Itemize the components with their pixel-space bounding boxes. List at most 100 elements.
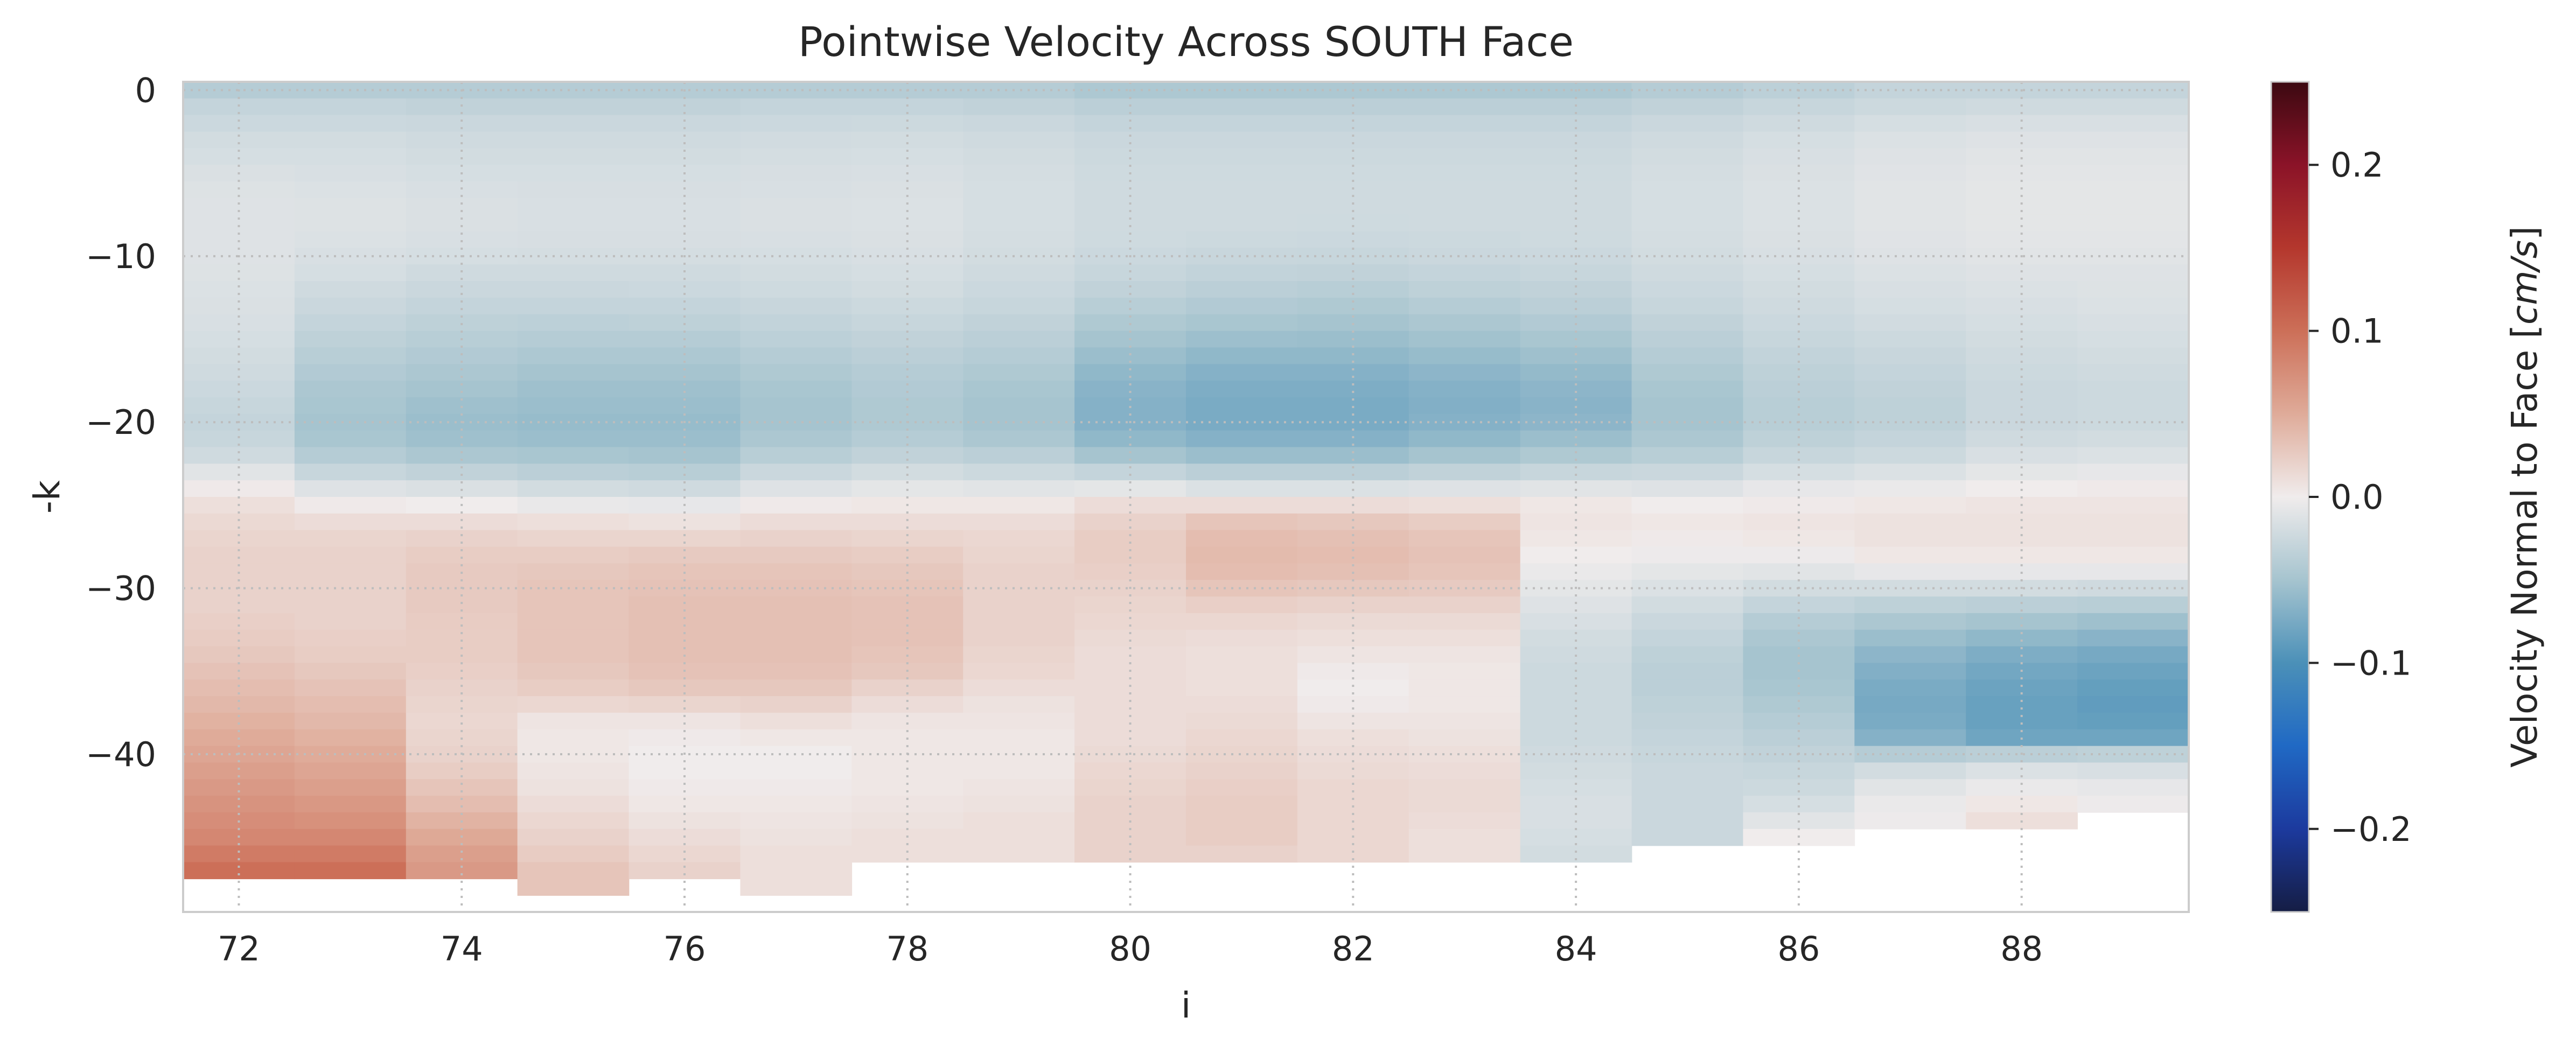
heatmap-cell	[1408, 397, 1521, 415]
heatmap-cell	[1631, 480, 1744, 497]
heatmap-cell	[1408, 513, 1521, 531]
heatmap-cell	[1186, 131, 1298, 149]
heatmap-cell	[963, 513, 1075, 531]
heatmap-cell	[1408, 546, 1521, 564]
heatmap-cell	[963, 430, 1075, 448]
heatmap-cell	[740, 729, 853, 747]
heatmap-cell	[294, 148, 407, 165]
grid-lines	[183, 82, 2189, 912]
heatmap-cell	[963, 214, 1075, 232]
heatmap-cell	[963, 646, 1075, 664]
heatmap-cell	[1408, 381, 1521, 398]
heatmap-cell	[517, 248, 630, 265]
heatmap-cell	[1743, 696, 1855, 713]
heatmap-cell	[1966, 613, 2078, 630]
heatmap-cell	[1186, 364, 1298, 381]
heatmap-cell	[2077, 181, 2189, 199]
heatmap-cell	[740, 497, 853, 514]
heatmap-cell	[1631, 812, 1744, 830]
heatmap-cell	[740, 347, 853, 365]
heatmap-cell	[1854, 596, 1967, 614]
heatmap-cell	[740, 679, 853, 697]
heatmap-cell	[1408, 297, 1521, 315]
heatmap-cell	[1631, 829, 1744, 846]
heatmap-cell	[963, 779, 1075, 796]
heatmap-cell	[406, 447, 518, 465]
heatmap-cell	[294, 447, 407, 465]
heatmap-cell	[851, 115, 964, 132]
heatmap-cell	[1408, 796, 1521, 813]
heatmap-cell	[1297, 214, 1409, 232]
heatmap-cell	[294, 812, 407, 830]
heatmap-cell	[1408, 563, 1521, 580]
heatmap-cell	[1520, 131, 1632, 149]
heatmap-cell	[517, 181, 630, 199]
heatmap-cell	[294, 646, 407, 664]
heatmap-cell	[294, 231, 407, 249]
heatmap-cell	[1408, 646, 1521, 664]
heatmap-cell	[740, 447, 853, 465]
heatmap-cell	[2077, 530, 2189, 547]
heatmap-cell	[1854, 796, 1967, 813]
heatmap-cell	[1631, 214, 1744, 232]
heatmap-cell	[1297, 381, 1409, 398]
heatmap-cell	[1854, 613, 1967, 630]
heatmap-cell	[1631, 115, 1744, 132]
heatmap-cell	[2077, 613, 2189, 630]
heatmap-cell	[183, 447, 295, 465]
heatmap-cell	[851, 381, 964, 398]
heatmap-cell	[294, 397, 407, 415]
heatmap-cell	[1186, 314, 1298, 332]
heatmap-cell	[963, 497, 1075, 514]
heatmap-cell	[1631, 696, 1744, 713]
heatmap-cell	[406, 696, 518, 713]
heatmap-cell	[629, 198, 741, 215]
heatmap-cell	[517, 762, 630, 780]
heatmap-cell	[1186, 497, 1298, 514]
heatmap-cell	[963, 82, 1075, 99]
heatmap-cell	[294, 629, 407, 647]
x-tick-label: 80	[1109, 929, 1151, 968]
heatmap-cell	[517, 845, 630, 863]
heatmap-cell	[2077, 712, 2189, 730]
heatmap-cell	[963, 297, 1075, 315]
heatmap-cell	[406, 198, 518, 215]
heatmap-cell	[294, 596, 407, 614]
heatmap-cell	[1297, 696, 1409, 713]
heatmap-cell	[1743, 115, 1855, 132]
heatmap-cell	[963, 829, 1075, 846]
chart-title: Pointwise Velocity Across SOUTH Face	[798, 18, 1574, 66]
heatmap-cell	[1186, 98, 1298, 116]
heatmap-cell	[740, 513, 853, 531]
heatmap-cell	[1074, 214, 1186, 232]
heatmap-cell	[294, 198, 407, 215]
heatmap-cell	[1520, 198, 1632, 215]
heatmap-cell	[517, 281, 630, 298]
heatmap-cell	[2077, 430, 2189, 448]
heatmap-cell	[1186, 165, 1298, 182]
heatmap-cell	[2077, 264, 2189, 282]
heatmap-cell	[1186, 629, 1298, 647]
heatmap-cell	[1631, 430, 1744, 448]
heatmap-cell	[1408, 729, 1521, 747]
heatmap-cell	[740, 845, 853, 863]
heatmap-cell	[1074, 115, 1186, 132]
heatmap-cell	[1854, 231, 1967, 249]
heatmap-cell	[963, 231, 1075, 249]
heatmap-cell	[1297, 131, 1409, 149]
heatmap-cell	[1074, 198, 1186, 215]
heatmap-cell	[1631, 729, 1744, 747]
heatmap-cell	[1854, 131, 1967, 149]
heatmap-cell	[294, 381, 407, 398]
heatmap-cell	[183, 779, 295, 796]
heatmap-cell	[851, 281, 964, 298]
heatmap-cell	[517, 430, 630, 448]
heatmap-cell	[963, 679, 1075, 697]
heatmap-cell	[1743, 364, 1855, 381]
heatmap-cell	[1186, 248, 1298, 265]
heatmap-cell	[2077, 214, 2189, 232]
heatmap-cell	[517, 879, 630, 896]
heatmap-cell	[2077, 779, 2189, 796]
heatmap-cell	[629, 214, 741, 232]
heatmap-cell	[294, 679, 407, 697]
